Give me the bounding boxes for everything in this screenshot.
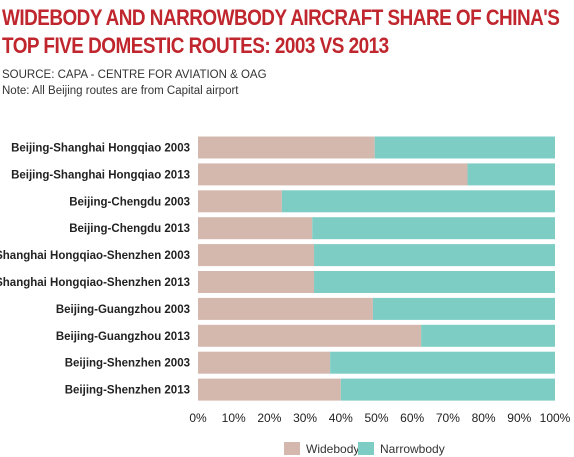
x-tick-label: 70% bbox=[436, 411, 460, 425]
bar-narrowbody bbox=[281, 190, 555, 213]
bar-narrowbody bbox=[340, 378, 555, 401]
bar-narrowbody bbox=[374, 136, 555, 159]
chart-source: SOURCE: CAPA - CENTRE FOR AVIATION & OAG bbox=[2, 69, 267, 81]
category-label: Beijing-Shenzhen 2003 bbox=[65, 358, 190, 370]
bar-widebody bbox=[198, 271, 315, 293]
category-label: Beijing-Guangzhou 2013 bbox=[56, 331, 190, 343]
x-tick-label: 30% bbox=[293, 411, 317, 425]
category-label: Beijing-Chengdu 2003 bbox=[69, 196, 190, 208]
x-tick-label: 40% bbox=[329, 411, 353, 425]
x-tick-label: 60% bbox=[400, 411, 424, 425]
category-label: Shanghai Hongqiao-Shenzhen 2003 bbox=[0, 250, 190, 262]
chart-title: WIDEBODY AND NARROWBODY AIRCRAFT SHARE O… bbox=[2, 4, 560, 60]
bar-narrowbody bbox=[467, 163, 555, 186]
bar-widebody bbox=[198, 351, 331, 374]
bar-widebody bbox=[198, 136, 375, 159]
x-tick-label: 50% bbox=[364, 411, 388, 425]
chart-title-line-2: TOP FIVE DOMESTIC ROUTES: 2003 VS 2013 bbox=[2, 33, 389, 58]
legend-swatch-narrowbody bbox=[358, 442, 374, 455]
bar-widebody bbox=[198, 324, 422, 347]
bar-widebody bbox=[198, 217, 313, 240]
x-tick-label: 90% bbox=[507, 411, 531, 425]
bar-narrowbody bbox=[330, 351, 555, 374]
x-tick-label: 80% bbox=[472, 411, 496, 425]
bar-widebody bbox=[198, 297, 373, 320]
bar-narrowbody bbox=[372, 297, 555, 320]
bar-narrowbody bbox=[421, 324, 555, 347]
bar-widebody bbox=[198, 378, 341, 401]
category-label: Beijing-Shenzhen 2013 bbox=[65, 385, 190, 397]
x-tick-label: 0% bbox=[189, 411, 207, 425]
chart-title-line-1: WIDEBODY AND NARROWBODY AIRCRAFT SHARE O… bbox=[2, 5, 560, 30]
x-tick-label: 10% bbox=[222, 411, 246, 425]
legend-label-narrowbody: Narrowbody bbox=[380, 442, 445, 456]
category-label: Shanghai Hongqiao-Shenzhen 2013 bbox=[0, 277, 190, 289]
category-label: Beijing-Shanghai Hongqiao 2003 bbox=[11, 143, 190, 155]
bar-widebody bbox=[198, 244, 315, 267]
category-label: Beijing-Chengdu 2013 bbox=[69, 223, 190, 235]
bar-widebody bbox=[198, 163, 468, 186]
x-tick-label: 100% bbox=[540, 411, 571, 425]
bar-narrowbody bbox=[312, 217, 555, 240]
category-label: Beijing-Guangzhou 2003 bbox=[56, 304, 190, 316]
bar-widebody bbox=[198, 190, 282, 213]
category-label: Beijing-Shanghai Hongqiao 2013 bbox=[11, 169, 190, 181]
bar-narrowbody bbox=[314, 271, 555, 293]
legend-label-widebody: Widebody bbox=[306, 442, 359, 456]
bar-narrowbody bbox=[314, 244, 555, 267]
chart-note: Note: All Beijing routes are from Capita… bbox=[2, 85, 239, 97]
legend-swatch-widebody bbox=[284, 442, 300, 455]
x-tick-label: 20% bbox=[257, 411, 281, 425]
